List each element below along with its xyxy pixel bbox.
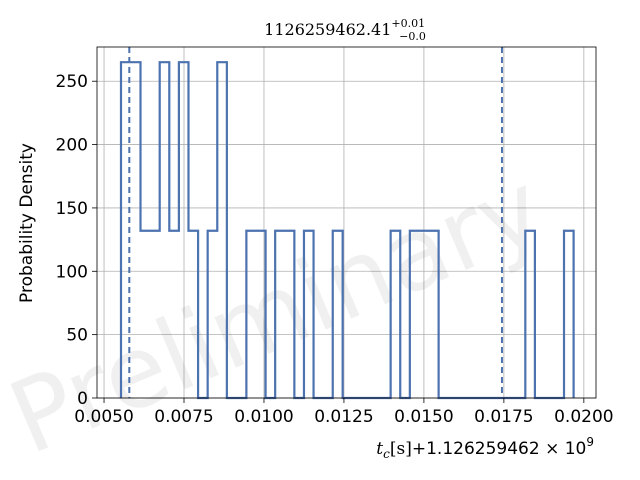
y-tick-label: 100 (56, 262, 88, 282)
y-tick-label: 250 (56, 72, 88, 92)
x-tick-label: 0.0075 (154, 407, 213, 427)
y-tick-label: 150 (56, 199, 88, 219)
chart-title: 1126259462.41+0.01 −0.0 (264, 17, 426, 43)
x-tick-label: 0.0150 (394, 407, 453, 427)
title-lower-error: −0.0 (399, 30, 426, 43)
title-value: 1126259462.41 (264, 20, 391, 39)
grid-lines (97, 47, 596, 399)
x-tick-label: 0.0125 (314, 407, 373, 427)
y-axis-label: Probability Density (17, 143, 37, 303)
y-axis-ticks: 0 50 100 150 200 250 (56, 72, 97, 409)
x-tick-label: 0.0175 (474, 407, 533, 427)
x-axis-ticks: 0.0050 0.0075 0.0100 0.0125 0.0150 0.0175 0.02… (74, 398, 614, 427)
x-axis-symbol: t (376, 439, 383, 459)
x-axis-unit: [s] (390, 439, 412, 459)
x-axis-offset: +1.126259462 × 10 (412, 439, 587, 459)
x-tick-label: 0.0100 (234, 407, 293, 427)
y-tick-label: 50 (66, 326, 88, 346)
y-tick-label: 200 (56, 136, 88, 156)
x-tick-label: 0.0200 (554, 407, 613, 427)
y-tick-label: 0 (77, 389, 88, 409)
x-axis-offset-exponent: 9 (586, 435, 594, 449)
x-axis-symbol-subscript: c (383, 447, 390, 461)
x-tick-label: 0.0050 (74, 407, 133, 427)
x-axis-label: tc[s]+1.126259462 × 109 (376, 435, 594, 461)
axes-frame (96, 46, 597, 399)
credible-interval-lines (128, 47, 503, 398)
title-upper-error: +0.01 (391, 17, 425, 30)
